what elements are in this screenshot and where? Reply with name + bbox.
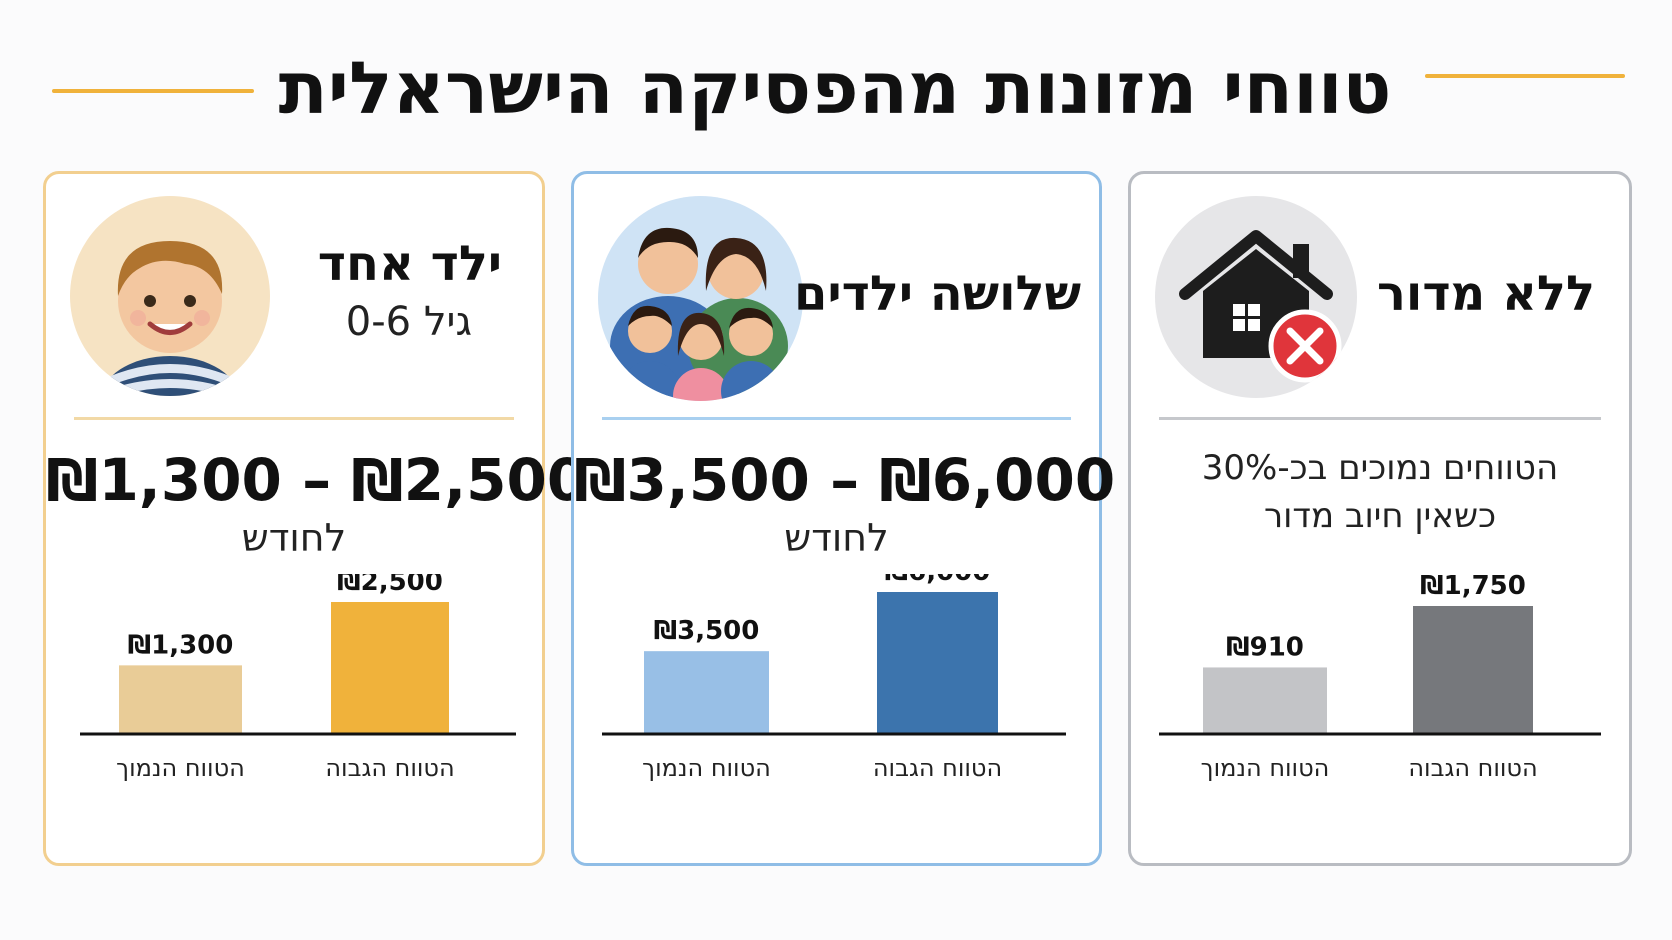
- range-unit: לחודש: [784, 516, 889, 560]
- bar-low: [1203, 667, 1327, 734]
- bar-value-label: ₪2,500: [337, 574, 443, 597]
- note-line-2: כשאין חיוב מדור: [1263, 496, 1497, 536]
- panel-subheading: גיל 0-6: [345, 299, 472, 345]
- range-unit: לחודש: [241, 516, 347, 560]
- panel-divider: [74, 417, 514, 420]
- page-title: טווחי מזונות מהפסיקה הישראלית: [278, 46, 1392, 130]
- category-label: הטווח הגבוה: [325, 754, 454, 782]
- panel-heading: שלושה ילדים: [794, 266, 1081, 322]
- category-label: הטווח הנמוך: [1201, 754, 1330, 782]
- panel-no-housing: ללא מדור הטווחים נמוכים בכ-30% כשאין חיו…: [1128, 171, 1632, 866]
- bar-value-label: ₪1,750: [1420, 574, 1526, 601]
- bar-chart: ₪910 הטווח הנמוך ₪1,750 הטווח הגבוה: [1159, 574, 1601, 782]
- panel-three-children: שלושה ילדים ₪3,500 – ₪6,000 לחודש ₪3,500…: [571, 171, 1116, 866]
- category-label: הטווח הגבוה: [1408, 754, 1537, 782]
- bar-chart: ₪1,300 הטווח הנמוך ₪2,500 הטווח הגבוה: [80, 574, 516, 782]
- panel-heading: ללא מדור: [1376, 266, 1595, 322]
- range-text: ₪1,300 – ₪2,500: [46, 446, 588, 514]
- title-row: טווחי מזונות מהפסיקה הישראלית: [0, 38, 1672, 138]
- bar-low: [119, 665, 242, 734]
- house-no-icon: [1155, 196, 1357, 398]
- bar-chart: ₪3,500 הטווח הנמוך ₪6,000 הטווח הגבוה: [602, 574, 1066, 782]
- bar-value-label: ₪6,000: [885, 574, 991, 587]
- panel-divider: [602, 417, 1071, 420]
- bar-high: [331, 602, 449, 734]
- category-label: הטווח הנמוך: [642, 754, 771, 782]
- category-label: הטווח הנמוך: [116, 754, 245, 782]
- range-text: ₪3,500 – ₪6,000: [574, 446, 1116, 514]
- housing-note: הטווחים נמוכים בכ-30% כשאין חיוב מדור: [1131, 444, 1629, 540]
- title-decor-line-left: [52, 89, 254, 93]
- bar-value-label: ₪3,500: [654, 616, 760, 646]
- bar-value-label: ₪1,300: [128, 630, 234, 660]
- panel-one-child: ילד אחד גיל 0-6 ₪1,300 – ₪2,500 לחודש ₪1…: [43, 171, 588, 866]
- panel-heading: ילד אחד: [317, 236, 502, 292]
- bar-low: [644, 651, 769, 734]
- child-icon: [70, 196, 270, 396]
- bar-value-label: ₪910: [1226, 632, 1304, 662]
- panel-divider: [1159, 417, 1601, 420]
- bar-high: [877, 592, 998, 734]
- category-label: הטווח הגבוה: [873, 754, 1002, 782]
- title-decor-line-right: [1425, 74, 1625, 78]
- note-line-1: הטווחים נמוכים בכ-30%: [1201, 448, 1559, 488]
- bar-high: [1413, 606, 1533, 734]
- family-icon: [598, 196, 803, 401]
